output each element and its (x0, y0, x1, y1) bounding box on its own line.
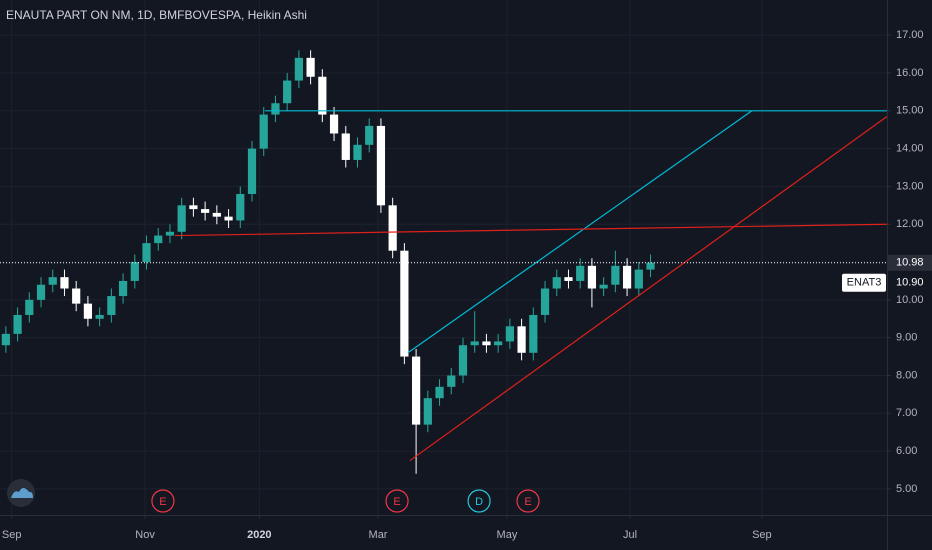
candle-body (576, 265, 585, 281)
logo-cloud (11, 488, 33, 498)
candle-body (25, 299, 34, 315)
symbol-price: 10.90 (896, 277, 924, 289)
candle-body (130, 262, 139, 281)
candle-body (365, 125, 374, 145)
candle-body (1, 333, 10, 346)
candle-body (294, 57, 303, 81)
event-marker (516, 489, 540, 513)
candle-body (13, 314, 22, 334)
candle-body (154, 235, 163, 244)
x-tick-label: Sep (2, 529, 22, 541)
candle-body (212, 212, 221, 217)
candle-body (283, 80, 292, 104)
trend-line (407, 110, 753, 354)
y-tick-label: 14.00 (896, 143, 924, 155)
x-tick-label: Sep (752, 529, 772, 541)
event-marker (467, 489, 491, 513)
candle-body (411, 356, 421, 425)
candle-body (634, 269, 643, 289)
candle-body (540, 288, 550, 315)
candle-body (118, 280, 128, 297)
candle-body (165, 231, 175, 236)
candle-body (341, 133, 350, 160)
candle-body (271, 103, 280, 115)
candle-body (552, 277, 561, 289)
event-label: E (524, 496, 531, 508)
trend-line (409, 115, 888, 462)
symbol-box (842, 273, 886, 292)
candle-body (60, 277, 69, 289)
last-price-label: 10.98 (896, 257, 924, 269)
candle-body (259, 114, 268, 149)
y-tick-label: 17.00 (896, 29, 924, 41)
event-label: D (475, 496, 483, 508)
logo (7, 479, 35, 507)
candle-body (306, 57, 315, 77)
candle-body (400, 250, 409, 357)
y-tick-label: 12.00 (896, 218, 924, 230)
candle-body (517, 326, 526, 353)
y-tick-label: 10.00 (896, 294, 924, 306)
candle-body (470, 341, 479, 346)
y-tick-label: 16.00 (896, 67, 924, 79)
candle-body (599, 284, 608, 289)
candle-body (236, 193, 245, 221)
y-tick-label: 5.00 (896, 483, 917, 495)
x-tick-label: May (497, 529, 518, 541)
y-tick-label: 9.00 (896, 332, 917, 344)
y-tick-label: 8.00 (896, 369, 917, 381)
candle-body (224, 216, 233, 221)
event-marker (385, 489, 409, 513)
y-tick-label: 7.00 (896, 407, 917, 419)
candle-body (423, 398, 432, 425)
candle-body (72, 288, 81, 304)
candle-body (611, 265, 620, 285)
x-tick-label: Jul (623, 529, 637, 541)
candle-body (95, 314, 104, 319)
x-tick-label: Mar (369, 529, 388, 541)
y-tick-label: 13.00 (896, 180, 924, 192)
candle-body (482, 341, 491, 346)
candle-body (587, 265, 597, 289)
candle-body (247, 148, 257, 194)
trend-line (174, 223, 888, 237)
candle-body (494, 341, 503, 346)
event-label: E (159, 496, 166, 508)
x-tick-label: 2020 (247, 529, 271, 541)
candle-body (435, 386, 444, 399)
candle-body (318, 76, 327, 115)
event-marker (151, 489, 175, 513)
candle-body (142, 243, 151, 263)
candle-body (529, 314, 538, 353)
candle-body (177, 205, 186, 232)
chart-title: ENAUTA PART ON NM, 1D, BMFBOVESPA, Heiki… (6, 8, 307, 22)
candle-body (36, 284, 46, 300)
candle-body (107, 296, 116, 315)
candle-body (564, 277, 573, 281)
candle-body (201, 209, 210, 213)
candle-body (388, 205, 397, 251)
candle-body (353, 144, 362, 160)
candle-body (83, 303, 93, 319)
candle-body (646, 262, 655, 270)
event-label: E (393, 496, 400, 508)
candle-body (376, 125, 386, 206)
x-tick-label: Nov (135, 529, 155, 541)
candle-body (447, 375, 456, 387)
candle-body (622, 265, 632, 289)
candle-body (458, 345, 468, 376)
grid (0, 0, 887, 515)
y-tick-label: 15.00 (896, 105, 924, 117)
candle-body (48, 277, 57, 285)
candle-body (329, 114, 339, 134)
plot (0, 50, 888, 474)
last-price-box (888, 254, 932, 271)
symbol-label: ENAT3 (847, 277, 882, 289)
candle-body (505, 326, 514, 342)
y-tick-label: 6.00 (896, 445, 917, 457)
candle-body (189, 205, 198, 210)
